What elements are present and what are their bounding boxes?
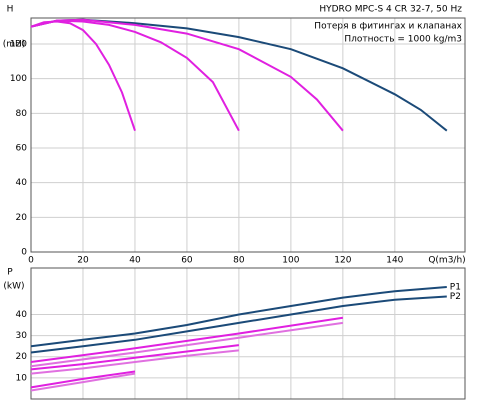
- annotation: Плотность = 1000 kg/m3: [344, 35, 462, 45]
- x-axis-label: Q(m3/h): [428, 256, 465, 266]
- x-tick-label: 100: [282, 256, 299, 266]
- y-tick-label: 10: [16, 373, 28, 383]
- y-axis-unit: (mH): [3, 40, 26, 50]
- y-tick-label: 40: [16, 310, 28, 320]
- chart-title: HYDRO MPC-S 4 CR 32-7, 50 Hz: [319, 5, 462, 15]
- legend-label: P1: [450, 283, 461, 293]
- x-tick-label: 0: [28, 256, 34, 266]
- y-tick-label: 20: [16, 352, 28, 362]
- curve: [30, 372, 136, 392]
- curve: [30, 349, 240, 375]
- x-tick-label: 140: [386, 256, 403, 266]
- curve: [30, 344, 240, 371]
- curve: [30, 370, 136, 389]
- curve: [30, 286, 447, 348]
- curve: [30, 321, 344, 368]
- y-tick-label: 0: [21, 248, 27, 258]
- y-axis-unit: (kW): [3, 282, 24, 292]
- x-tick-label: 60: [181, 256, 193, 266]
- y-axis-label: P: [7, 268, 13, 278]
- x-tick-label: 80: [233, 256, 245, 266]
- curve: [30, 295, 447, 354]
- x-tick-label: 20: [77, 256, 89, 266]
- plot-frame: [30, 17, 466, 253]
- y-tick-label: 40: [16, 178, 28, 188]
- annotation: Потеря в фитингах и клапанах: [314, 22, 462, 32]
- y-axis-label: H: [7, 5, 14, 15]
- x-tick-label: 120: [334, 256, 351, 266]
- y-tick-label: 100: [10, 74, 27, 84]
- curve: [30, 18, 344, 132]
- plot-frame: [30, 267, 466, 400]
- y-tick-label: 30: [16, 331, 28, 341]
- y-tick-label: 20: [16, 213, 28, 223]
- y-tick-label: 120: [10, 40, 27, 50]
- y-tick-label: 80: [16, 109, 28, 119]
- y-tick-label: 60: [16, 144, 28, 154]
- curve: [30, 316, 344, 363]
- legend-label: P2: [450, 292, 461, 302]
- x-tick-label: 40: [129, 256, 141, 266]
